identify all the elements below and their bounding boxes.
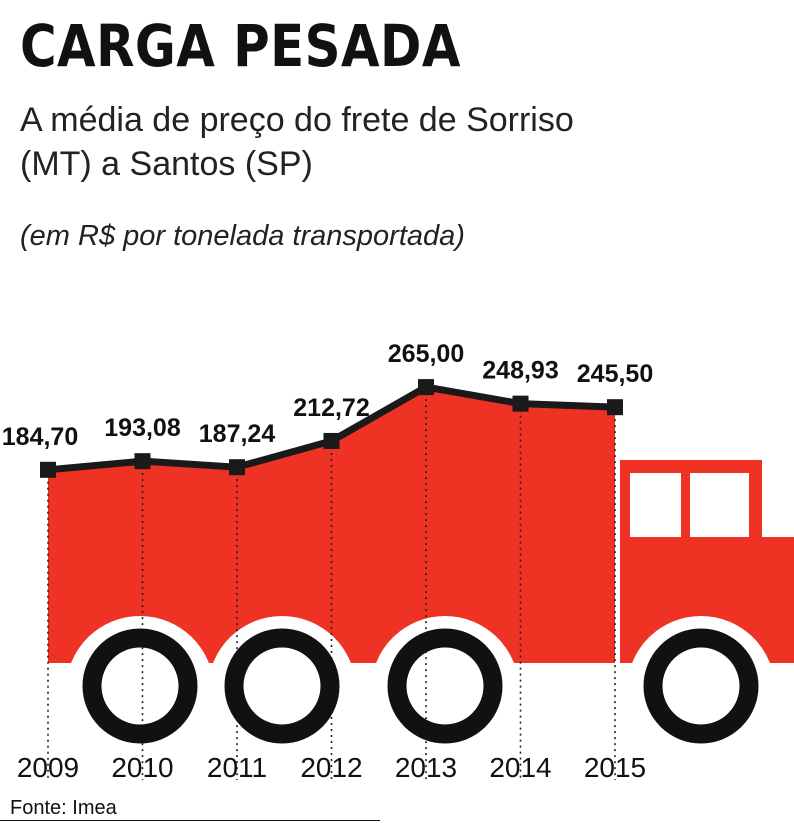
chart-title: CARGA PESADA	[20, 12, 461, 80]
source-note: Fonte: Imea	[10, 797, 117, 819]
wheels	[82, 628, 759, 744]
value-label-2012: 212,72	[293, 394, 369, 422]
value-label-2014: 248,93	[482, 357, 558, 385]
value-label-2009: 184,70	[2, 423, 78, 451]
marker-2011	[229, 459, 245, 476]
wheel	[387, 628, 503, 744]
value-label-2013: 265,00	[388, 340, 464, 368]
marker-2013	[418, 379, 434, 396]
unit-note: (em R$ por tonelada transportada)	[20, 220, 465, 252]
truck-cab	[620, 460, 794, 663]
tick-label-2009: 2009	[17, 752, 79, 783]
x-tick-labels: 2009 2010 2011 2012 2013 2014 2015	[17, 752, 646, 783]
cab-window-left	[630, 473, 681, 537]
tick-label-2013: 2013	[395, 752, 457, 783]
marker-2009	[40, 461, 56, 478]
tick-label-2010: 2010	[111, 752, 173, 783]
tick-label-2014: 2014	[489, 752, 551, 783]
marker-2015	[607, 399, 623, 416]
marker-2014	[512, 395, 529, 412]
tick-label-2015: 2015	[584, 752, 646, 783]
chart-subtitle: A média de preço do frete de Sorriso (MT…	[20, 101, 574, 183]
marker-2012	[323, 432, 340, 449]
value-label-2015: 245,50	[577, 360, 653, 388]
tick-label-2011: 2011	[207, 752, 267, 783]
value-labels: 184,70 193,08 187,24 212,72 265,00 248,93 245,…	[2, 340, 653, 451]
data-markers	[40, 379, 623, 478]
wheel	[82, 628, 198, 744]
tick-label-2012: 2012	[300, 752, 362, 783]
cab-window-right	[690, 473, 749, 537]
freight-price-chart: 184,70 193,08 187,24 212,72 265,00 248,93 245,…	[2, 340, 794, 783]
source-divider	[0, 820, 380, 821]
wheel	[224, 628, 340, 744]
wheel	[643, 628, 759, 744]
value-label-2010: 193,08	[104, 414, 181, 442]
value-label-2011: 187,24	[199, 420, 276, 448]
marker-2010	[134, 453, 151, 470]
